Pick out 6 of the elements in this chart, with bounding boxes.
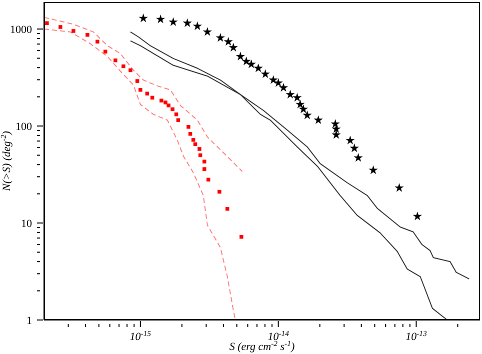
x-tick-label: 10$^{-13}$ [406,328,428,343]
y-tick-label: 1 [26,315,32,327]
y-tick-label: 1000 [10,24,32,36]
x-tick-label: 10$^{-15}$ [130,328,152,343]
y-tick-label: 10 [21,218,32,230]
y-tick-label: 100 [16,121,32,134]
